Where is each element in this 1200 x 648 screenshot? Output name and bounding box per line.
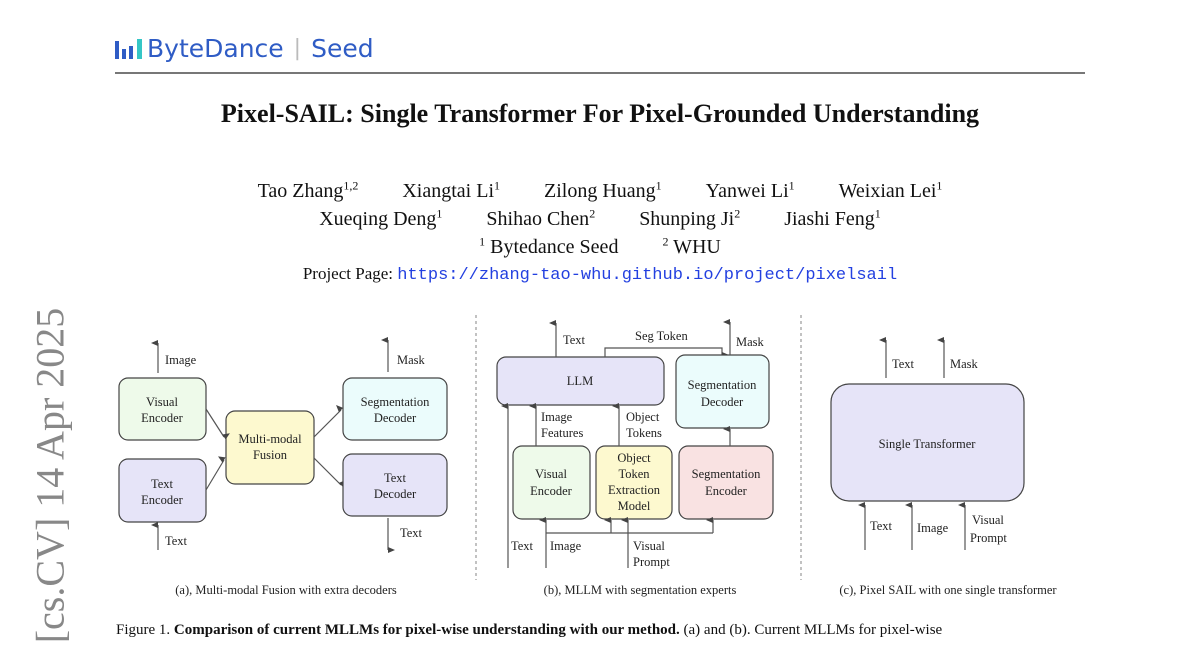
segmentation-encoder-box xyxy=(678,445,774,520)
label-image: Image xyxy=(165,353,197,367)
diagram-label: Decoder xyxy=(701,395,744,409)
project-link[interactable]: https://zhang-tao-whu.github.io/project/… xyxy=(397,266,898,285)
visual-encoder-box xyxy=(512,445,591,520)
diagram-label: Encoder xyxy=(530,484,572,498)
arrow xyxy=(313,457,346,488)
object-token-extraction-box xyxy=(595,445,673,520)
diagram-label: Mask xyxy=(950,357,979,371)
diagram-label: Mask xyxy=(397,353,426,367)
affiliations: 1 Bytedance Seed 2 WHU xyxy=(0,234,1200,259)
diagram-label: Segmentation xyxy=(361,395,430,409)
project-label: Project Page: xyxy=(302,264,394,283)
diagram-label: Image xyxy=(917,521,949,535)
diagram-label: Multi-modal xyxy=(238,432,302,446)
author: Yanwei Li1 xyxy=(705,178,795,202)
diagram-label: Text xyxy=(511,539,534,553)
diagram-label: Image xyxy=(541,410,573,424)
authors-line-2: Xueqing Deng1 Shihao Chen2 Shunping Ji2 Jia… xyxy=(0,206,1200,231)
diagram-label: Features xyxy=(541,426,583,440)
diagram-label: Decoder xyxy=(374,411,417,425)
single-transformer-box xyxy=(830,383,1025,502)
diagram-label: Text xyxy=(870,519,893,533)
diagram-label: Single Transformer xyxy=(879,437,977,451)
arrow xyxy=(205,408,230,440)
diagram-label: Encoder xyxy=(141,411,183,425)
figure-1: Image Visual Encoder Text Encoder Text Mul… xyxy=(118,315,1057,597)
author: Xueqing Deng1 xyxy=(319,206,443,230)
diagram-label: Visual xyxy=(972,513,1004,527)
bytedance-logo-icon xyxy=(115,38,142,59)
caption-a: (a), Multi-modal Fusion with extra decod… xyxy=(175,583,397,597)
diagram-label: Encoder xyxy=(705,484,747,498)
diagram-label: Text xyxy=(384,471,407,485)
segmentation-decoder-box xyxy=(342,377,448,441)
diagram-label: Text xyxy=(400,526,423,540)
arrow xyxy=(205,456,226,491)
diagram-label: Object xyxy=(617,451,651,465)
segmentation-decoder-box xyxy=(675,354,770,429)
author: Zilong Huang1 xyxy=(544,178,662,202)
diagram-label: Object xyxy=(626,410,660,424)
visual-encoder-box xyxy=(118,377,207,441)
figure-caption: Figure 1. Comparison of current MLLMs fo… xyxy=(116,622,943,638)
diagram-label: LLM xyxy=(567,374,593,388)
brand-name: ByteDance xyxy=(147,34,284,63)
diagram-label: Text xyxy=(165,534,188,548)
diagram-label: Seg Token xyxy=(635,329,688,343)
caption-b: (b), MLLM with segmentation experts xyxy=(544,583,737,597)
bytedance-seed-logo: ByteDance | Seed xyxy=(115,34,374,63)
diagram-label: Encoder xyxy=(141,493,183,507)
caption-c: (c), Pixel SAIL with one single transfor… xyxy=(839,583,1057,597)
text-encoder-box xyxy=(118,458,207,523)
arrow xyxy=(313,405,344,438)
author: Xiangtai Li1 xyxy=(402,178,500,202)
diagram-label: Visual xyxy=(535,467,567,481)
panel-c: Text Mask Single Transformer Text Image … xyxy=(830,337,1057,597)
panel-a: Image Visual Encoder Text Encoder Text Mul… xyxy=(118,337,448,597)
author: Weixian Lei1 xyxy=(838,178,943,202)
diagram-label: Model xyxy=(618,499,651,513)
author: Jiashi Feng1 xyxy=(784,206,881,230)
project-page: Project Page: https://zhang-tao-whu.gith… xyxy=(0,264,1200,285)
diagram-label: Segmentation xyxy=(692,467,761,481)
paper-title: Pixel-SAIL: Single Transformer For Pixel… xyxy=(220,99,980,128)
author: Shihao Chen2 xyxy=(486,206,596,230)
diagram-label: Image xyxy=(550,539,582,553)
diagram-label: Text xyxy=(892,357,915,371)
diagram-label: Prompt xyxy=(970,531,1007,545)
author: Shunping Ji2 xyxy=(639,206,741,230)
diagram-label: Visual xyxy=(633,539,665,553)
diagram-label: Fusion xyxy=(253,448,288,462)
llm-box xyxy=(496,356,665,406)
diagram-label: Tokens xyxy=(626,426,662,440)
diagram-label: Prompt xyxy=(633,555,670,569)
diagram-label: Segmentation xyxy=(688,378,757,392)
author: Tao Zhang1,2 xyxy=(257,178,359,202)
diagram-label: Extraction xyxy=(608,483,661,497)
product-name: Seed xyxy=(311,34,374,63)
diagram-label: Visual xyxy=(146,395,178,409)
diagram-label: Mask xyxy=(736,335,765,349)
panel-b: LLM Text Seg Token Segmentation Decoder M… xyxy=(496,319,774,597)
header-rule xyxy=(115,72,1085,74)
diagram-label: Text xyxy=(151,477,174,491)
authors-line-1: Tao Zhang1,2 Xiangtai Li1 Zilong Huang1 Yan… xyxy=(0,178,1200,203)
affiliation: 1 Bytedance Seed xyxy=(479,234,619,258)
arrow xyxy=(604,347,729,358)
diagram-label: Decoder xyxy=(374,487,417,501)
affiliation: 2 WHU xyxy=(662,234,721,258)
fusion-box xyxy=(225,410,315,485)
diagram-label: Token xyxy=(618,467,650,481)
text-decoder-box xyxy=(342,453,448,517)
diagram-label: Text xyxy=(563,333,586,347)
